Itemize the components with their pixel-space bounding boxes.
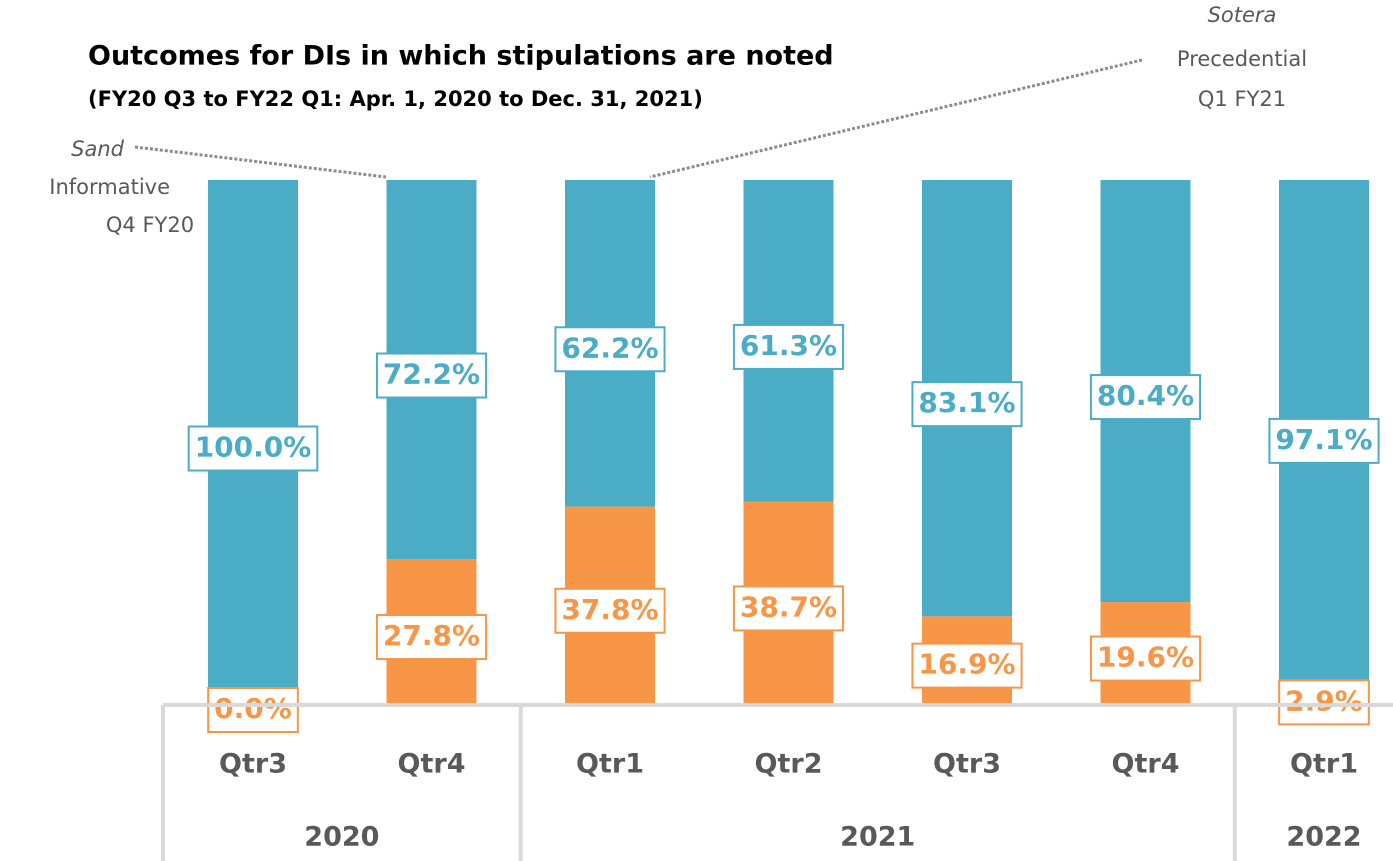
data-label-text: 16.9% xyxy=(918,648,1015,681)
data-label: 97.1% xyxy=(1268,417,1380,464)
data-label-box xyxy=(1268,417,1380,464)
x-tick-label: Qtr1 xyxy=(576,749,644,780)
group-label: 2021 xyxy=(840,822,915,853)
data-label: 72.2% xyxy=(375,352,488,399)
annotation: Informative xyxy=(49,175,170,199)
data-label-box xyxy=(732,585,845,632)
data-label-box xyxy=(1278,679,1370,726)
x-tick-label: Qtr1 xyxy=(1290,749,1358,780)
data-label: 16.9% xyxy=(911,642,1023,689)
leader-line xyxy=(649,58,1143,179)
leader-line xyxy=(134,145,387,179)
annotation: Q4 FY20 xyxy=(106,213,194,237)
data-label-text: 0.0% xyxy=(214,692,292,725)
data-label-text: 19.6% xyxy=(1097,641,1194,674)
data-label-text: 37.8% xyxy=(561,593,658,626)
data-label-box xyxy=(554,587,666,634)
data-label: 62.2% xyxy=(554,326,666,373)
annotation: Sand xyxy=(71,137,125,161)
data-label-text: 100.0% xyxy=(195,431,312,464)
data-label-box xyxy=(911,381,1023,428)
data-label-box xyxy=(1089,374,1202,421)
data-label-box xyxy=(1089,635,1202,682)
data-label-box xyxy=(375,352,488,399)
data-label: 2.9% xyxy=(1278,679,1370,726)
chart-subtitle: Outcomes for DIs in which stipulations a… xyxy=(88,41,834,72)
data-label-text: 80.4% xyxy=(1097,379,1194,412)
x-tick-label: Qtr4 xyxy=(1112,749,1180,780)
data-label: 80.4% xyxy=(1089,374,1202,421)
data-label: 61.3% xyxy=(732,323,845,370)
group-label: 2020 xyxy=(304,822,379,853)
chart-subtitle: (FY20 Q3 to FY22 Q1: Apr. 1, 2020 to Dec… xyxy=(88,87,703,111)
data-label: 0.0% xyxy=(207,687,299,733)
annotation: Q1 FY21 xyxy=(1198,87,1286,111)
data-label: 27.8% xyxy=(375,614,488,661)
data-label-box xyxy=(187,425,319,472)
data-label-text: 83.1% xyxy=(918,386,1015,419)
data-label-box xyxy=(554,326,666,373)
data-label-box xyxy=(375,614,488,661)
data-label-text: 72.2% xyxy=(383,358,480,391)
data-label-text: 2.9% xyxy=(1285,684,1363,717)
data-label-text: 62.2% xyxy=(561,331,658,364)
x-tick-label: Qtr4 xyxy=(398,749,466,780)
data-label-box xyxy=(207,687,299,733)
data-label-text: 27.8% xyxy=(383,619,480,652)
x-tick-label: Qtr2 xyxy=(755,749,823,780)
x-tick-label: Qtr3 xyxy=(933,749,1001,780)
data-label-text: 97.1% xyxy=(1275,423,1372,456)
data-label: 100.0% xyxy=(187,425,319,472)
data-label-box xyxy=(911,642,1023,689)
data-label-text: 61.3% xyxy=(740,329,837,362)
data-label: 38.7% xyxy=(732,585,845,632)
data-label-box xyxy=(732,323,845,370)
annotation: Sotera xyxy=(1208,3,1277,27)
group-label: 2022 xyxy=(1286,822,1361,853)
data-label: 19.6% xyxy=(1089,635,1202,682)
x-tick-label: Qtr3 xyxy=(219,749,287,780)
data-label-text: 38.7% xyxy=(740,590,837,623)
data-label: 83.1% xyxy=(911,381,1023,428)
data-label: 37.8% xyxy=(554,587,666,634)
annotation: Precedential xyxy=(1177,47,1307,71)
